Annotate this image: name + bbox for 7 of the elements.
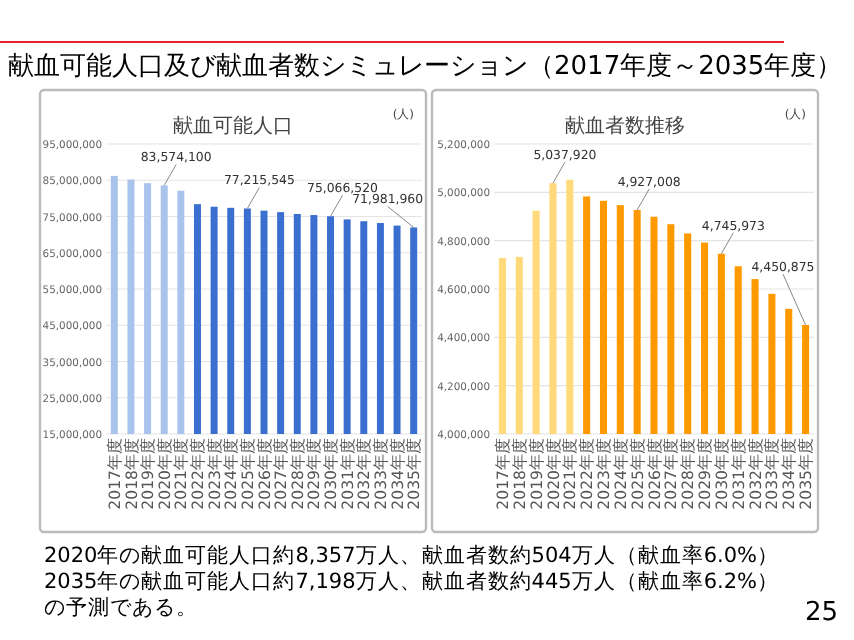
text: 2020年の献血可能人口約8,357万人、献血者数約504万人（献血率6.0%） — [44, 542, 779, 568]
text: 献血可能人口及び献血者数シミュレーション（2017年度～2035年度） — [8, 50, 843, 82]
text: 25 — [804, 598, 838, 628]
text: の予測である。 — [44, 596, 198, 620]
chart-title: 献血可能人口 — [173, 114, 293, 138]
chart-title: 献血者数推移 — [565, 114, 685, 138]
text: 2035年の献血可能人口約7,198万人、献血者数約445万人（献血率6.2%） — [44, 568, 779, 594]
